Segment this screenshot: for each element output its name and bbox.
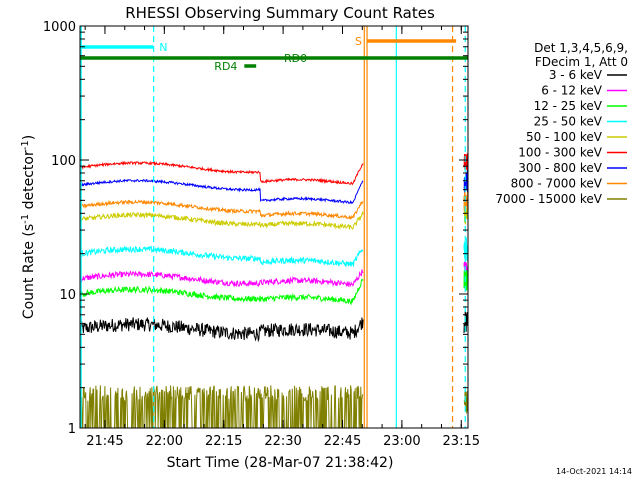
x-tick-label: 23:00 [383, 434, 420, 449]
y-tick-label: 100 [51, 154, 76, 169]
legend-label: 800 - 7000 keV [511, 177, 603, 191]
flag-label: RD4 [214, 60, 237, 73]
x-tick-label: 22:30 [264, 434, 301, 449]
series-line [79, 278, 364, 306]
series-line [463, 237, 469, 261]
series-line [79, 160, 364, 186]
legend-label: 12 - 25 keV [534, 99, 603, 113]
legend-header-line2: FDecim 1, Att 0 [535, 55, 628, 69]
series-line [79, 210, 364, 230]
y-tick-label: 1000 [43, 20, 76, 35]
data-series-group [79, 153, 469, 429]
x-axis: 21:45 22:00 22:15 22:30 22:45 23:00 23:15 [84, 26, 480, 449]
y-tick-label: 1 [68, 422, 76, 437]
series-line [463, 270, 469, 291]
date-stamp: 14-Oct-2021 14:14 [556, 467, 632, 476]
legend-label: 100 - 300 keV [518, 146, 602, 160]
legend-label: 25 - 50 keV [534, 115, 603, 129]
series-line [79, 317, 364, 343]
legend-label: 6 - 12 keV [541, 84, 603, 98]
y-axis-label: Count Rate (s-1 detector-1) [20, 135, 37, 319]
legend-header-line1: Det 1,3,4,5,6,9, [534, 41, 628, 55]
y-axis-label-end: ) [21, 135, 37, 140]
legend-label: 7000 - 15000 keV [495, 192, 602, 206]
y-tick-label: 10 [59, 288, 76, 303]
x-tick-label: 21:45 [86, 434, 123, 449]
y-axis-label-sup1: -1 [20, 214, 31, 224]
flag-label: RD0 [284, 52, 307, 65]
series-line [79, 245, 364, 267]
plot-frame [79, 25, 469, 429]
series-line [463, 310, 469, 334]
series-line [463, 190, 469, 212]
x-axis-label: Start Time (28-Mar-07 21:38:42) [167, 455, 394, 471]
flag-bars: N S RD0 RD4 [80, 35, 468, 73]
x-tick-label: 22:00 [146, 434, 183, 449]
series-line [79, 385, 364, 429]
x-tick-label: 23:15 [443, 434, 480, 449]
x-tick-label: 22:15 [205, 434, 242, 449]
y-axis-label-sup2: -1 [20, 140, 31, 150]
flag-label: N [159, 41, 167, 54]
legend-label: 3 - 6 keV [549, 68, 603, 82]
y-axis-label-mid: detector [21, 150, 37, 214]
legend-label: 300 - 800 keV [518, 161, 602, 175]
flag-label: S [355, 35, 362, 48]
x-tick-label: 22:45 [324, 434, 361, 449]
series-line [79, 269, 364, 288]
series-line [79, 178, 364, 205]
chart-title: RHESSI Observing Summary Count Rates [125, 4, 435, 22]
y-axis: 1 10 100 1000 [43, 20, 468, 437]
series-line [463, 389, 469, 414]
y-axis-label-main: Count Rate (s [21, 224, 37, 319]
legend-label: 50 - 100 keV [526, 130, 603, 144]
vertical-markers [80, 26, 466, 428]
series-line [79, 199, 364, 221]
legend: Det 1,3,4,5,6,9, FDecim 1, Att 0 3 - 6 k… [495, 41, 628, 206]
